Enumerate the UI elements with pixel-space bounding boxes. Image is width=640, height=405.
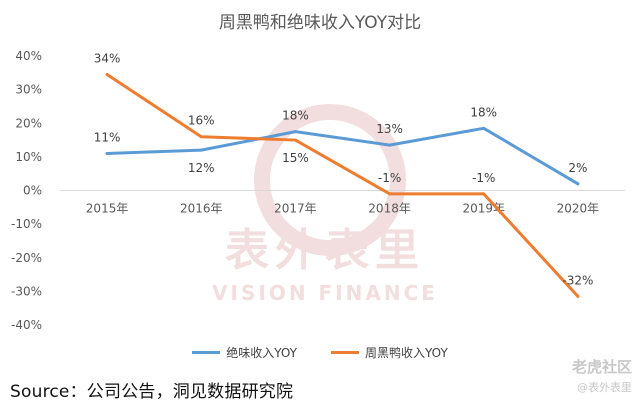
legend-label-series-1: 绝味收入YOY <box>226 346 297 360</box>
legend-item-series-1: 绝味收入YOY <box>192 344 297 361</box>
corner-brand: 老虎社区 @表外表里 <box>572 356 632 395</box>
data-point-series-2 <box>293 138 297 142</box>
legend-item-series-2: 周黑鸭收入YOY <box>331 344 448 361</box>
series-line-1 <box>105 126 580 186</box>
watermark-ring <box>254 104 406 256</box>
corner-brand-name: 老虎社区 <box>571 358 632 376</box>
data-label-series-2: -1% <box>378 171 401 185</box>
data-label-series-1: 12% <box>188 161 215 175</box>
y-tick-label: 0% <box>23 184 42 198</box>
data-label-series-1: 13% <box>376 122 403 136</box>
data-point-series-1 <box>576 182 580 186</box>
watermark-subtext: VISION FINANCE <box>212 281 438 305</box>
legend-swatch-series-1 <box>192 351 221 354</box>
data-point-series-1 <box>199 148 203 152</box>
chart-title: 周黑鸭和绝味收入YOY对比 <box>218 13 422 33</box>
data-label-series-2: -32% <box>562 273 593 287</box>
x-tick-label: 2017年 <box>274 202 317 216</box>
legend-swatch-series-2 <box>331 351 359 354</box>
x-tick-label: 2018年 <box>368 202 411 216</box>
data-point-series-2 <box>105 72 109 76</box>
data-label-series-1: 18% <box>470 105 497 119</box>
y-tick-label: 20% <box>15 116 42 130</box>
y-tick-label: -40% <box>11 318 42 332</box>
chart-legend: 绝味收入YOY 周黑鸭收入YOY <box>0 344 640 361</box>
chart-area: 周黑鸭和绝味收入YOY对比 表外表里 VISION FINANCE 40% 30% 20… <box>0 13 640 361</box>
x-tick-label: 2015年 <box>86 202 129 216</box>
data-point-series-2 <box>576 294 580 298</box>
watermark-text: 表外表里 <box>225 225 425 276</box>
data-label-series-2: -1% <box>472 171 495 185</box>
corner-brand-handle: @表外表里 <box>577 381 632 394</box>
data-point-series-1 <box>482 126 486 130</box>
data-label-series-1: 18% <box>282 109 309 123</box>
source-caption: Source：公司公告，洞见数据研究院 <box>10 382 294 402</box>
y-tick-label: -20% <box>11 251 42 265</box>
data-point-series-2 <box>388 192 392 196</box>
data-label-series-2: 15% <box>282 151 309 165</box>
data-label-series-1: 2% <box>568 161 587 175</box>
legend-label-series-2: 周黑鸭收入YOY <box>365 346 448 360</box>
data-label-series-2: 34% <box>94 51 121 65</box>
y-tick-label: -30% <box>11 284 42 298</box>
y-tick-label: 10% <box>15 150 42 164</box>
line-chart: 表外表里 VISION FINANCE 40% 30% 20% 10% 0% -10% -20%… <box>11 49 625 332</box>
data-point-series-1 <box>293 130 297 134</box>
data-point-series-2 <box>482 192 486 196</box>
y-tick-label: 30% <box>15 83 42 97</box>
data-point-series-2 <box>199 135 203 139</box>
data-point-series-1 <box>105 152 109 156</box>
x-tick-label: 2020年 <box>557 202 600 216</box>
data-point-series-1 <box>388 143 392 147</box>
data-label-series-2: 16% <box>188 114 215 128</box>
data-label-series-1: 11% <box>94 131 121 145</box>
series-line-2 <box>105 72 580 298</box>
x-tick-label: 2016年 <box>180 202 223 216</box>
y-tick-label: -10% <box>11 217 42 231</box>
y-tick-label: 40% <box>15 49 42 63</box>
